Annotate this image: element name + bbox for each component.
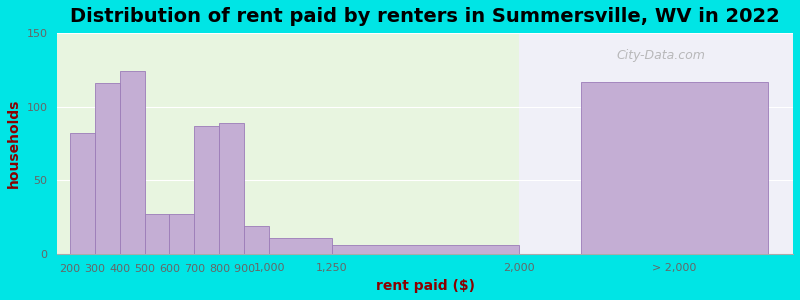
Bar [332,245,518,254]
X-axis label: rent paid ($): rent paid ($) [376,279,474,293]
Bar [518,33,793,254]
Text: City-Data.com: City-Data.com [616,49,705,62]
Bar [145,214,170,254]
Title: Distribution of rent paid by renters in Summersville, WV in 2022: Distribution of rent paid by renters in … [70,7,780,26]
Bar [170,214,194,254]
Bar [219,123,244,254]
Bar [194,126,219,254]
Bar [581,82,768,254]
Y-axis label: households: households [7,99,21,188]
Bar [270,238,332,254]
Bar [244,226,270,254]
Bar [94,83,119,254]
Bar [70,133,94,254]
Bar [119,71,145,254]
